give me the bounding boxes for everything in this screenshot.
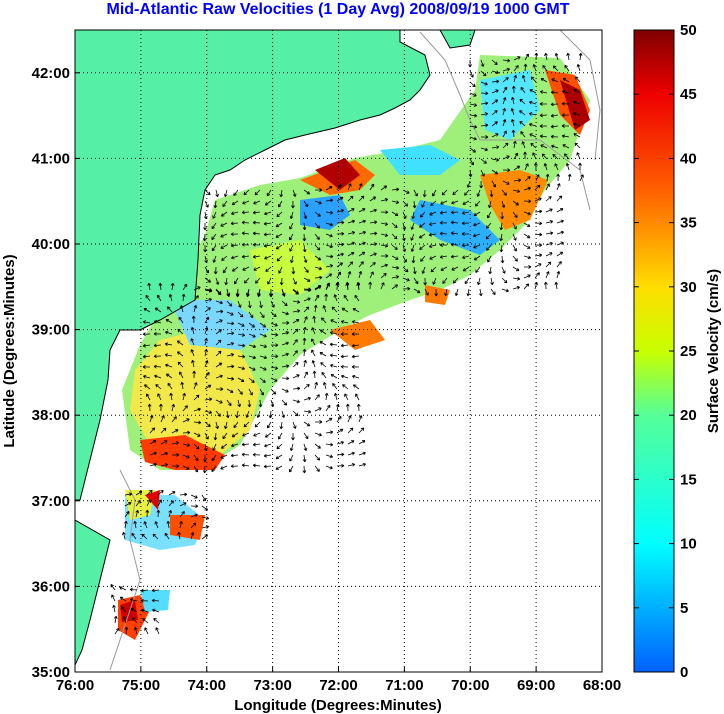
colorbar-tick-label: 15: [680, 471, 697, 488]
y-tick-label: 35:00: [32, 664, 70, 681]
y-tick-label: 39:00: [32, 322, 70, 339]
colorbar-tick-label: 40: [680, 150, 697, 167]
y-tick-label: 42:00: [32, 65, 70, 82]
colorbar-tick-label: 10: [680, 536, 697, 553]
colorbar-tick-label: 5: [680, 600, 688, 617]
colorbar-gradient: [633, 29, 675, 673]
x-tick-label: 68:00: [583, 677, 621, 694]
colorbar-label: Surface Velocity (cm/s): [705, 269, 722, 433]
map-title: Mid-Atlantic Raw Velocities (1 Day Avg) …: [107, 1, 570, 18]
bathymetry-contours: [109, 30, 601, 671]
x-tick-label: 69:00: [517, 677, 555, 694]
colorbar-tick-label: 20: [680, 407, 697, 424]
x-tick-label: 76:00: [56, 677, 94, 694]
y-axis: 35:00 36:00 37:00 38:00 39:00 40:00 41:00 42:00: [32, 65, 80, 681]
colorbar-tick-label: 50: [680, 22, 697, 39]
colorbar-tick-label: 30: [680, 279, 697, 296]
land-mass: [75, 30, 476, 666]
x-axis-label: Longitude (Degrees:Minutes): [234, 697, 442, 714]
colorbar-tick-label: 0: [680, 664, 688, 681]
y-tick-label: 37:00: [32, 493, 70, 510]
x-tick-label: 74:00: [188, 677, 226, 694]
x-tick-label: 75:00: [122, 677, 160, 694]
x-axis: 76:00 75:00 74:00 73:00 72:00 71:00 70:00 69:00…: [56, 667, 621, 694]
x-tick-label: 70:00: [451, 677, 489, 694]
x-tick-label: 72:00: [319, 677, 357, 694]
y-tick-label: 41:00: [32, 150, 70, 167]
colorbar-tick-label: 35: [680, 215, 697, 232]
map-layer: [75, 30, 602, 672]
colorbar-ticks: 0 5 10 15 20 25 30 35 40 45 50: [634, 22, 697, 681]
colorbar-tick-label: 45: [680, 86, 697, 103]
y-tick-label: 36:00: [32, 578, 70, 595]
x-tick-label: 73:00: [253, 677, 291, 694]
y-tick-label: 38:00: [32, 407, 70, 424]
colorbar: 0 5 10 15 20 25 30 35 40 45 50 Surface Velocity (c…: [633, 22, 722, 681]
y-axis-label: Latitude (Degrees:Minutes): [1, 254, 18, 447]
x-tick-label: 71:00: [385, 677, 423, 694]
colorbar-tick-label: 25: [680, 343, 697, 360]
y-tick-label: 40:00: [32, 236, 70, 253]
